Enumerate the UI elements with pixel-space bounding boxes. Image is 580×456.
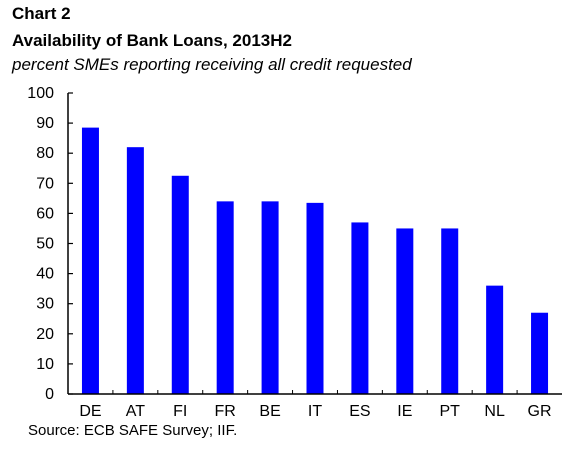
bar-ie	[396, 228, 414, 394]
y-tick-label: 60	[36, 205, 54, 222]
x-tick-label-be: BE	[259, 403, 280, 420]
y-axis-ticks: 0 10 20 30 40 50 60 70 80 90 100	[27, 85, 73, 403]
x-tick-label-nl: NL	[484, 403, 505, 420]
chart-subtitle: percent SMEs reporting receiving all cre…	[12, 55, 412, 74]
x-tick-label-fi: FI	[173, 403, 187, 420]
x-tick-label-at: AT	[126, 403, 145, 420]
y-tick-label: 30	[36, 296, 54, 313]
y-tick-label: 100	[27, 85, 54, 102]
bar-it	[306, 202, 324, 394]
chart-label: Chart 2	[12, 4, 71, 23]
y-tick-label: 10	[36, 356, 54, 373]
bar-gr	[531, 312, 549, 394]
x-tick-label-de: DE	[79, 403, 101, 420]
y-tick-label: 80	[36, 145, 54, 162]
x-tick-label-es: ES	[349, 403, 370, 420]
x-axis-labels: DE AT FI FR BE IT ES IE PT NL GR	[67, 390, 552, 420]
x-tick-label-fr: FR	[215, 403, 236, 420]
x-tick-label-pt: PT	[440, 403, 461, 420]
y-tick-label: 0	[45, 386, 54, 403]
bar-fr	[216, 201, 234, 394]
y-tick-label: 40	[36, 266, 54, 283]
x-tick-label-gr: GR	[528, 403, 552, 420]
bar-pt	[441, 228, 459, 394]
chart-title: Availability of Bank Loans, 2013H2	[12, 31, 292, 50]
x-tick-label-it: IT	[308, 403, 322, 420]
bars	[81, 127, 549, 395]
bar-fi	[171, 175, 189, 394]
bar-be	[261, 201, 279, 394]
bar-at	[126, 147, 144, 394]
bar-de	[81, 127, 99, 395]
y-tick-label: 90	[36, 115, 54, 132]
x-tick-label-ie: IE	[397, 403, 412, 420]
bar-nl	[486, 285, 504, 394]
source-note: Source: ECB SAFE Survey; IIF.	[28, 422, 238, 439]
y-tick-label: 50	[36, 236, 54, 253]
bar-es	[351, 222, 369, 394]
y-tick-label: 70	[36, 175, 54, 192]
y-tick-label: 20	[36, 326, 54, 343]
